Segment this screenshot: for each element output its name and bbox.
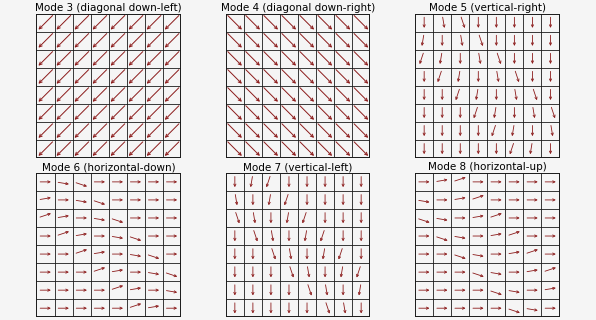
Title: Mode 6 (horizontal-down): Mode 6 (horizontal-down) <box>42 162 175 172</box>
Title: Mode 7 (vertical-left): Mode 7 (vertical-left) <box>243 162 353 172</box>
Title: Mode 4 (diagonal down-right): Mode 4 (diagonal down-right) <box>221 3 375 13</box>
Title: Mode 5 (vertical-right): Mode 5 (vertical-right) <box>429 3 546 13</box>
Title: Mode 8 (horizontal-up): Mode 8 (horizontal-up) <box>428 162 547 172</box>
Title: Mode 3 (diagonal down-left): Mode 3 (diagonal down-left) <box>35 3 182 13</box>
